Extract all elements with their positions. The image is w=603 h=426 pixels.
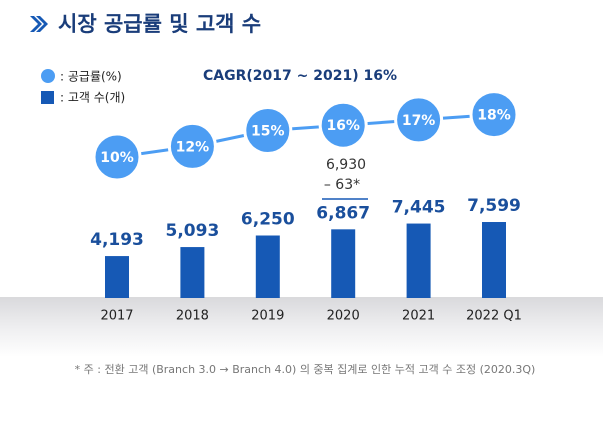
footnote: * 주 : 전환 고객 (Branch 3.0 → Branch 4.0) 의 … <box>75 363 536 376</box>
data-label: 6,250 <box>241 210 295 230</box>
data-label: 7,599 <box>467 196 521 216</box>
legend-label: : 고객 수(개) <box>60 91 125 105</box>
x-tick-label: 2017 <box>100 309 133 324</box>
bar <box>105 256 129 298</box>
subtitle: CAGR(2017 ~ 2021) 16% <box>203 68 397 84</box>
x-tick-label: 2019 <box>251 309 284 324</box>
bar <box>255 235 280 298</box>
chart-title: 시장 공급률 및 고객 수 <box>58 12 261 36</box>
x-tick-label: 2020 <box>327 309 360 324</box>
legend-swatch <box>41 91 54 104</box>
legend-swatch <box>41 69 55 83</box>
x-tick-label: 2021 <box>402 309 435 324</box>
data-label: 5,093 <box>166 221 220 241</box>
floor-band <box>0 297 603 357</box>
title-icon <box>30 16 48 32</box>
annotation: – 63* <box>324 177 360 193</box>
point <box>167 121 217 171</box>
data-label: 15% <box>251 124 285 140</box>
legend-label: : 공급률(%) <box>60 70 122 84</box>
point <box>318 100 368 150</box>
bar <box>482 222 506 298</box>
bar <box>331 229 356 298</box>
x-tick-label: 2022 Q1 <box>466 309 522 324</box>
point <box>92 132 142 182</box>
bar <box>180 247 205 298</box>
point <box>243 106 293 155</box>
x-tick-label: 2018 <box>176 309 209 324</box>
point <box>394 95 444 145</box>
annotation: 6,930 <box>326 157 366 173</box>
data-label: 18% <box>477 108 511 124</box>
data-label: 4,193 <box>90 230 144 250</box>
point <box>469 90 519 140</box>
data-label: 6,867 <box>316 203 370 223</box>
data-label: 7,445 <box>392 198 446 218</box>
data-label: 17% <box>402 113 436 129</box>
data-label: 12% <box>176 139 210 155</box>
data-label: 16% <box>326 118 360 134</box>
bar <box>406 223 431 298</box>
data-label: 10% <box>100 150 134 166</box>
